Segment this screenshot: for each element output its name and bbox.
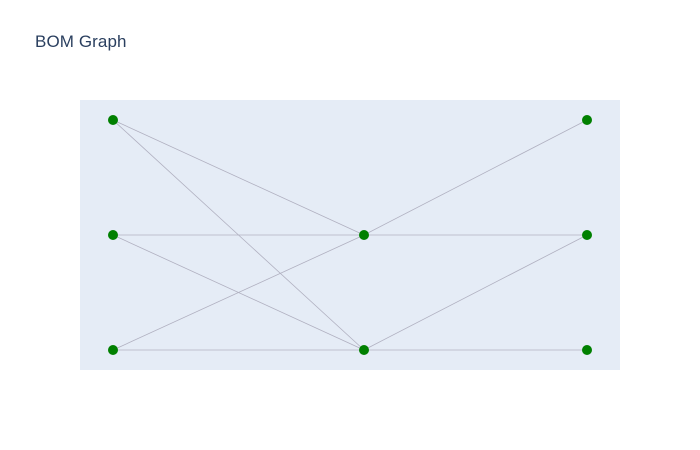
edge-n1-n4 (112, 119, 365, 236)
edge-layer (112, 119, 588, 351)
node-n6[interactable] (582, 115, 592, 125)
node-n5[interactable] (359, 345, 369, 355)
node-n8[interactable] (582, 345, 592, 355)
node-n2[interactable] (108, 230, 118, 240)
edge-n3-n4 (112, 234, 365, 351)
node-n4[interactable] (359, 230, 369, 240)
edge-n4-n6 (363, 119, 588, 236)
node-n1[interactable] (108, 115, 118, 125)
edge-n5-n7 (363, 234, 588, 351)
node-layer (108, 115, 592, 355)
node-n7[interactable] (582, 230, 592, 240)
node-n3[interactable] (108, 345, 118, 355)
chart-title: BOM Graph (35, 32, 127, 51)
